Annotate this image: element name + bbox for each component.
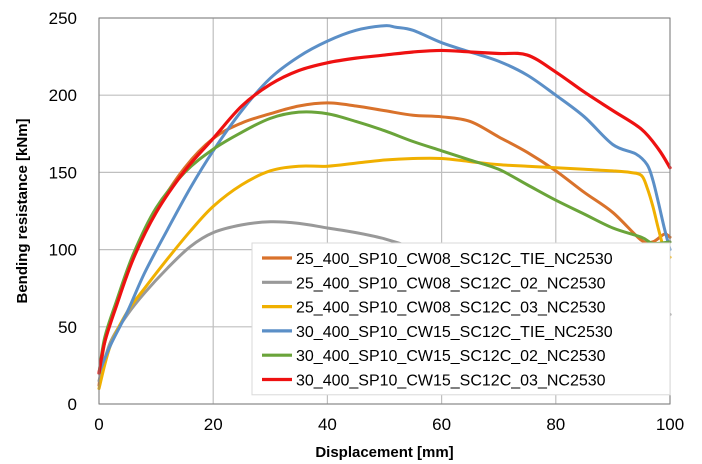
series-line-4: [97, 24, 672, 375]
grid: [98, 17, 671, 405]
y-axis-title: Bending resistance [kNm]: [14, 118, 31, 303]
x-axis-title: Displacement [mm]: [315, 444, 453, 461]
legend-label-3: 25_400_SP10_CW08_SC12C_03_NC2530: [296, 300, 606, 317]
legend: 25_400_SP10_CW08_SC12C_TIE_NC2530 25_400_…: [251, 242, 671, 396]
legend-label-1: 25_400_SP10_CW08_SC12C_TIE_NC2530: [296, 251, 613, 268]
x-tick-label: 60: [432, 415, 451, 434]
legend-label-2: 25_400_SP10_CW08_SC12C_02_NC2530: [296, 275, 606, 292]
y-tick-label: 50: [58, 318, 77, 337]
legend-box: [251, 242, 671, 396]
y-tick-label: 100: [49, 241, 77, 260]
x-tick-label: 100: [656, 415, 684, 434]
series-line-3: [97, 156, 672, 391]
x-tick-label: 40: [318, 415, 337, 434]
plot-border: [98, 17, 671, 405]
x-tick-label: 20: [204, 415, 223, 434]
y-tick-label: 150: [49, 163, 77, 182]
x-tick-label: 80: [546, 415, 565, 434]
series-line-6: [97, 48, 672, 375]
legend-label-6: 30_400_SP10_CW15_SC12C_03_NC2530: [296, 373, 606, 390]
x-tick-label: 0: [94, 415, 103, 434]
y-tick-label: 250: [49, 9, 77, 28]
y-tick-label: 200: [49, 86, 77, 105]
legend-label-4: 30_400_SP10_CW15_SC12C_TIE_NC2530: [296, 324, 613, 341]
legend-label-5: 30_400_SP10_CW15_SC12C_02_NC2530: [296, 348, 606, 365]
y-tick-label: 0: [68, 395, 77, 414]
series-line-5: [97, 110, 672, 375]
series-layer: [97, 24, 672, 391]
tick-labels: 0 20 40 60 80 100 0 50 100 150 200 250: [49, 9, 685, 434]
